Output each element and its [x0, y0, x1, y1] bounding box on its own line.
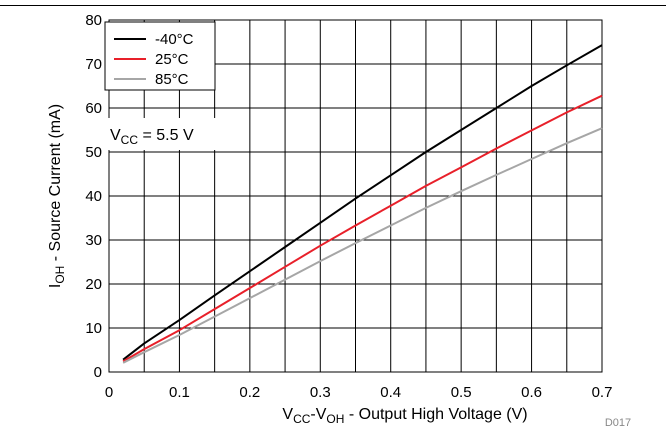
vcc-annotation: VCC = 5.5 V [110, 127, 194, 147]
x-tick-label: 0 [105, 384, 113, 401]
x-tick-label: 0.3 [310, 384, 331, 401]
x-axis-label: VCC-VOH - Output High Voltage (V) [282, 406, 527, 426]
series-line-0 [122, 44, 603, 361]
grid [109, 20, 602, 372]
y-axis-label: IOH - Source Current (mA) [47, 104, 67, 288]
y-tick-label: 40 [85, 188, 102, 205]
x-tick-label: 0.2 [239, 384, 260, 401]
series-group [122, 44, 603, 364]
legend-label: -40°C [155, 31, 194, 48]
y-tick-labels: 0 10 20 30 40 50 60 70 80 [85, 12, 102, 381]
x-tick-label: 0.7 [592, 384, 613, 401]
y-tick-label: 70 [85, 56, 102, 73]
y-tick-label: 60 [85, 100, 102, 117]
series-line-1 [122, 94, 603, 363]
x-tick-label: 0.5 [451, 384, 472, 401]
y-tick-label: 80 [85, 12, 102, 29]
legend-label: 85°C [155, 71, 189, 88]
series-line-2 [122, 127, 603, 364]
y-tick-label: 50 [85, 144, 102, 161]
plot-frame [108, 19, 603, 373]
legend: -40°C 25°C 85°C [104, 21, 216, 91]
y-tick-label: 0 [94, 364, 102, 381]
y-tick-label: 30 [85, 232, 102, 249]
y-tick-label: 20 [85, 276, 102, 293]
x-tick-label: 0.1 [169, 384, 190, 401]
x-tick-labels: 0 0.1 0.2 0.3 0.4 0.5 0.6 0.7 [105, 384, 613, 401]
figure-code: D017 [605, 417, 631, 429]
annotation-background [105, 118, 227, 150]
legend-label: 25°C [155, 51, 189, 68]
x-tick-label: 0.6 [521, 384, 542, 401]
x-tick-label: 0.4 [380, 384, 401, 401]
y-tick-label: 10 [85, 320, 102, 337]
